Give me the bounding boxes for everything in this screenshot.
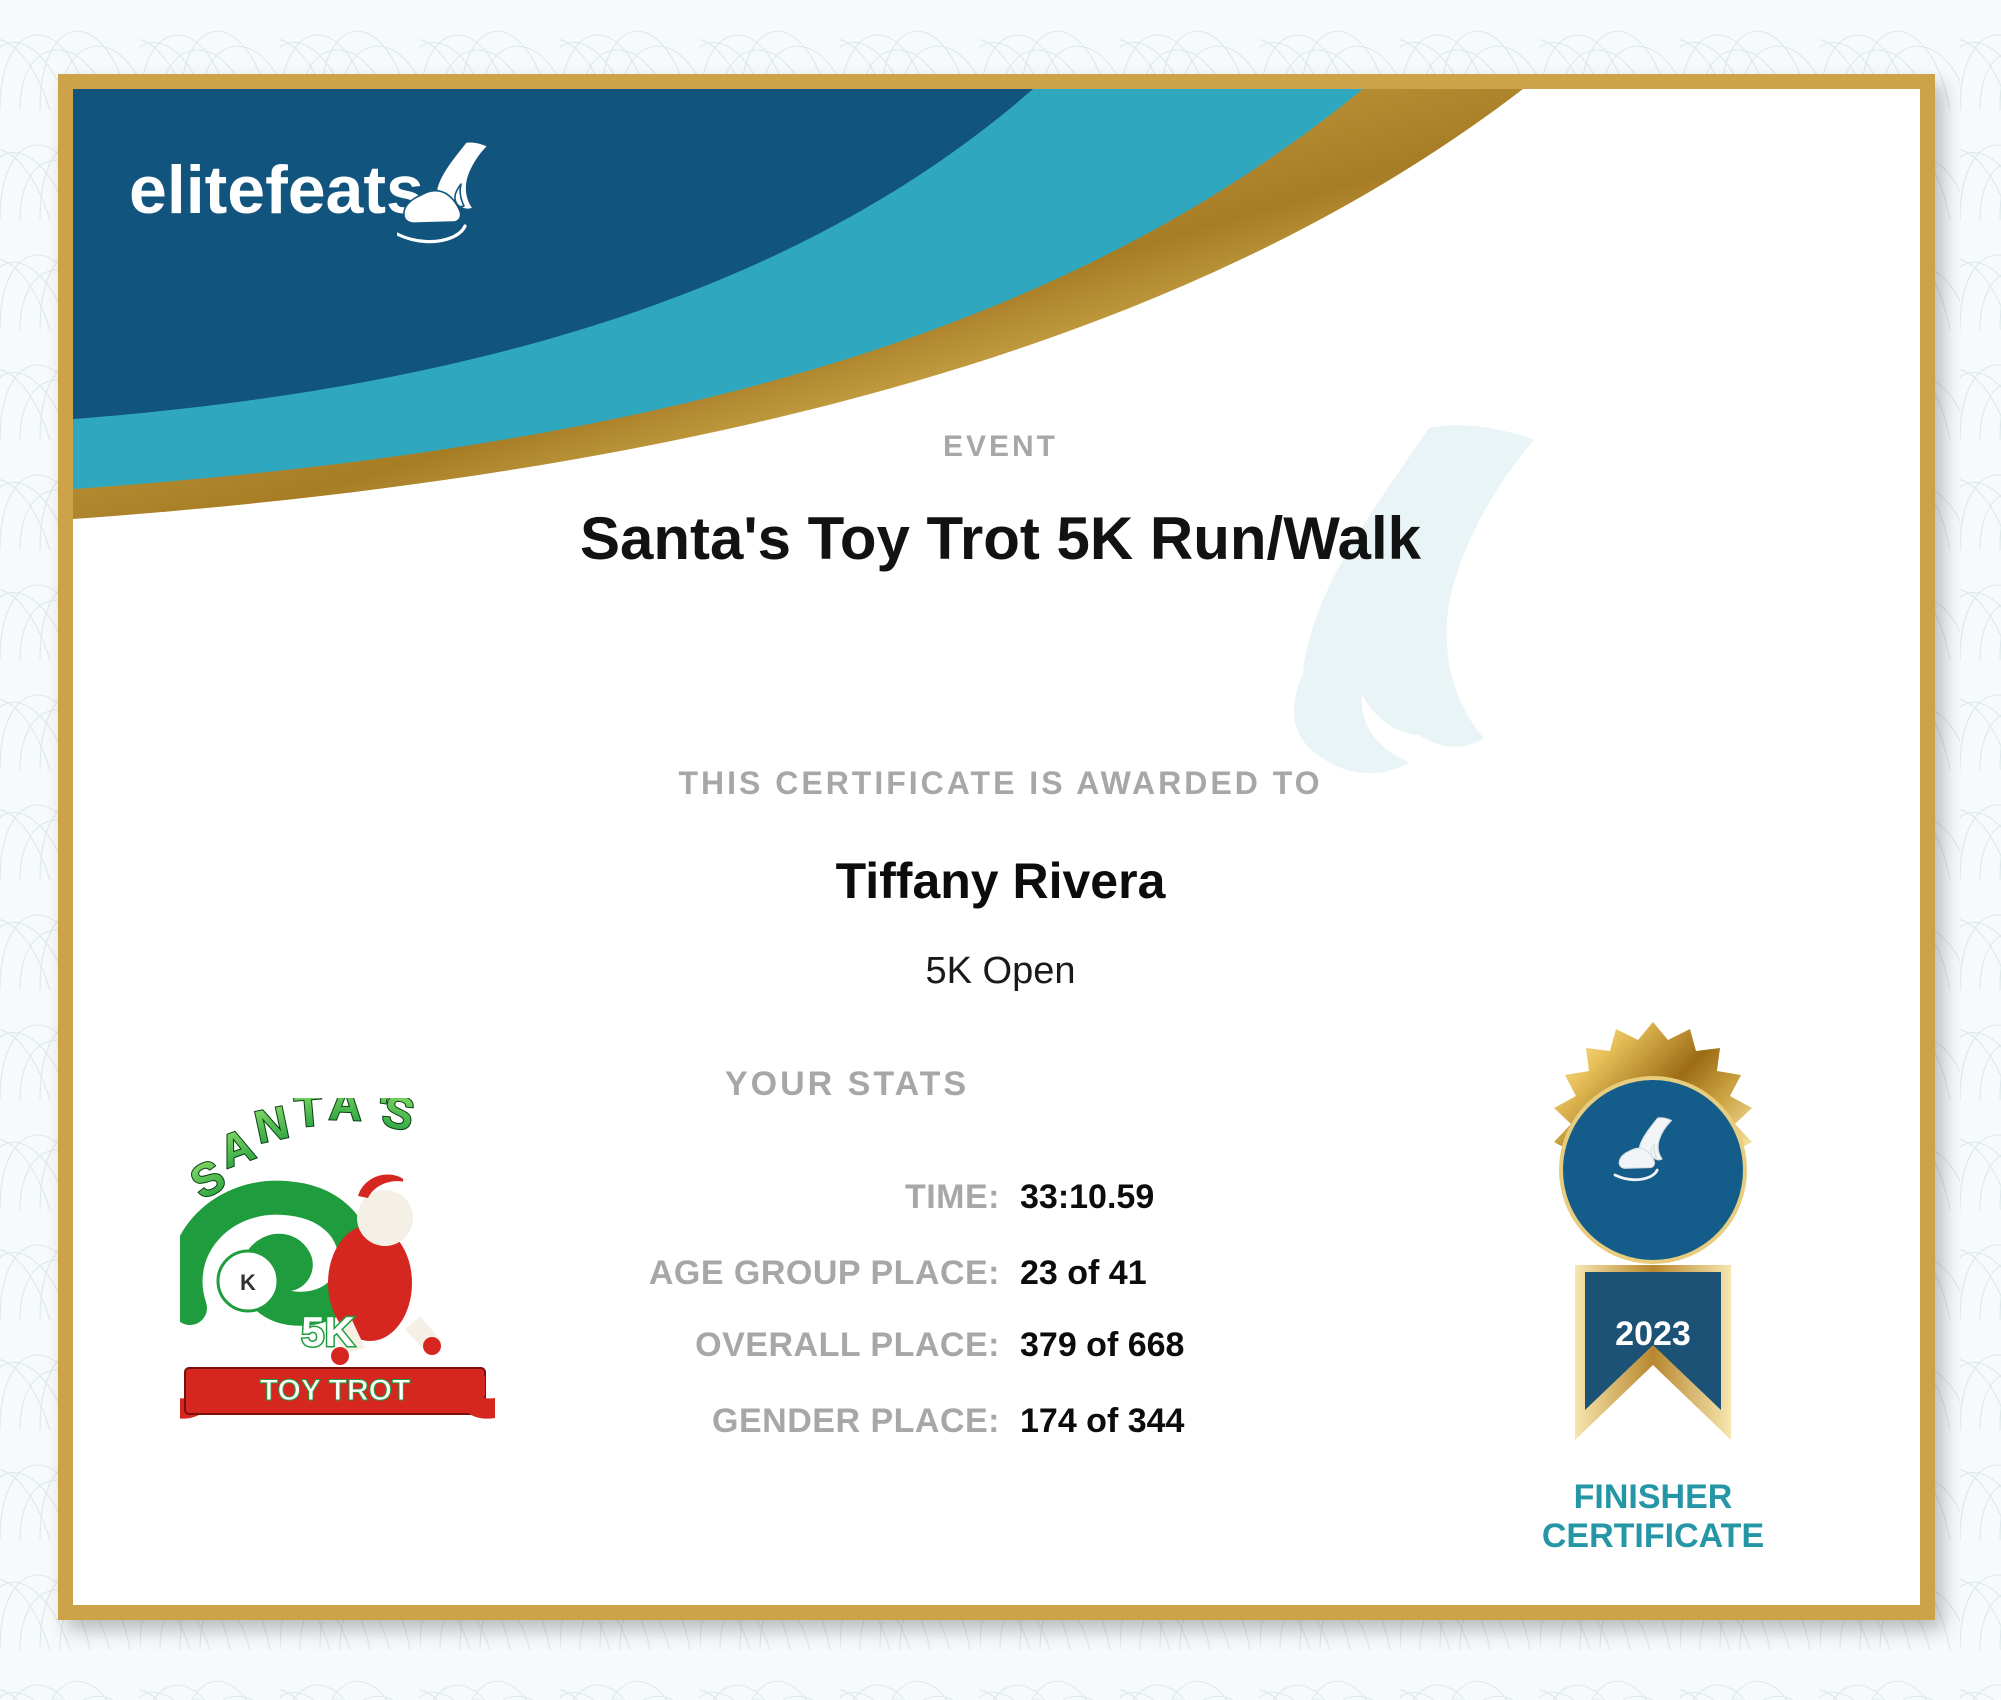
svg-text:S: S	[378, 1098, 420, 1141]
svg-text:N: N	[250, 1098, 293, 1153]
svg-text:TOY TROT: TOY TROT	[260, 1374, 411, 1407]
svg-text:2023: 2023	[1615, 1315, 1691, 1353]
svg-text:T: T	[292, 1098, 325, 1137]
svg-text:5K: 5K	[301, 1308, 355, 1355]
svg-text:A: A	[328, 1098, 363, 1131]
svg-text:K: K	[240, 1270, 256, 1295]
